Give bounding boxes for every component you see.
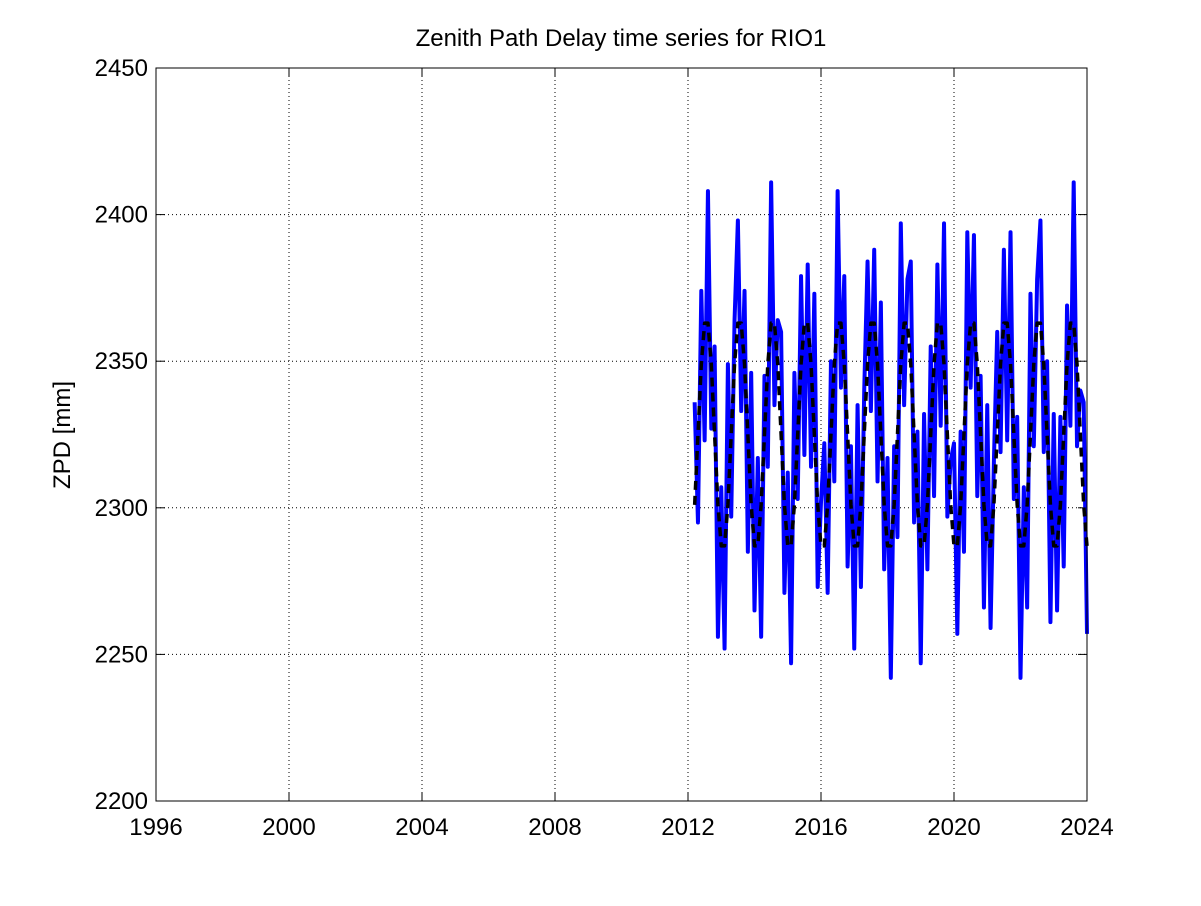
x-tick-label: 2020 [927,814,980,841]
x-tick-label: 2000 [262,814,315,841]
y-tick-label: 2250 [95,641,148,668]
y-tick-label: 2350 [95,348,148,375]
y-tick-label: 2400 [95,202,148,229]
x-tick-label: 2016 [794,814,847,841]
y-tick-label: 2450 [95,55,148,82]
x-tick-label: 2004 [395,814,448,841]
plot-frame [155,67,1088,802]
data-line [692,180,1089,680]
data-line [692,321,1089,548]
y-axis-label: ZPD [mm] [49,381,76,489]
chart-title: Zenith Path Delay time series for RIO1 [416,25,827,52]
x-tick-label: 2008 [528,814,581,841]
x-tick-label: 2012 [661,814,714,841]
x-tick-label: 2024 [1060,814,1113,841]
y-tick-label: 2200 [95,788,148,815]
x-tick-label: 1996 [129,814,182,841]
y-tick-label: 2300 [95,495,148,522]
